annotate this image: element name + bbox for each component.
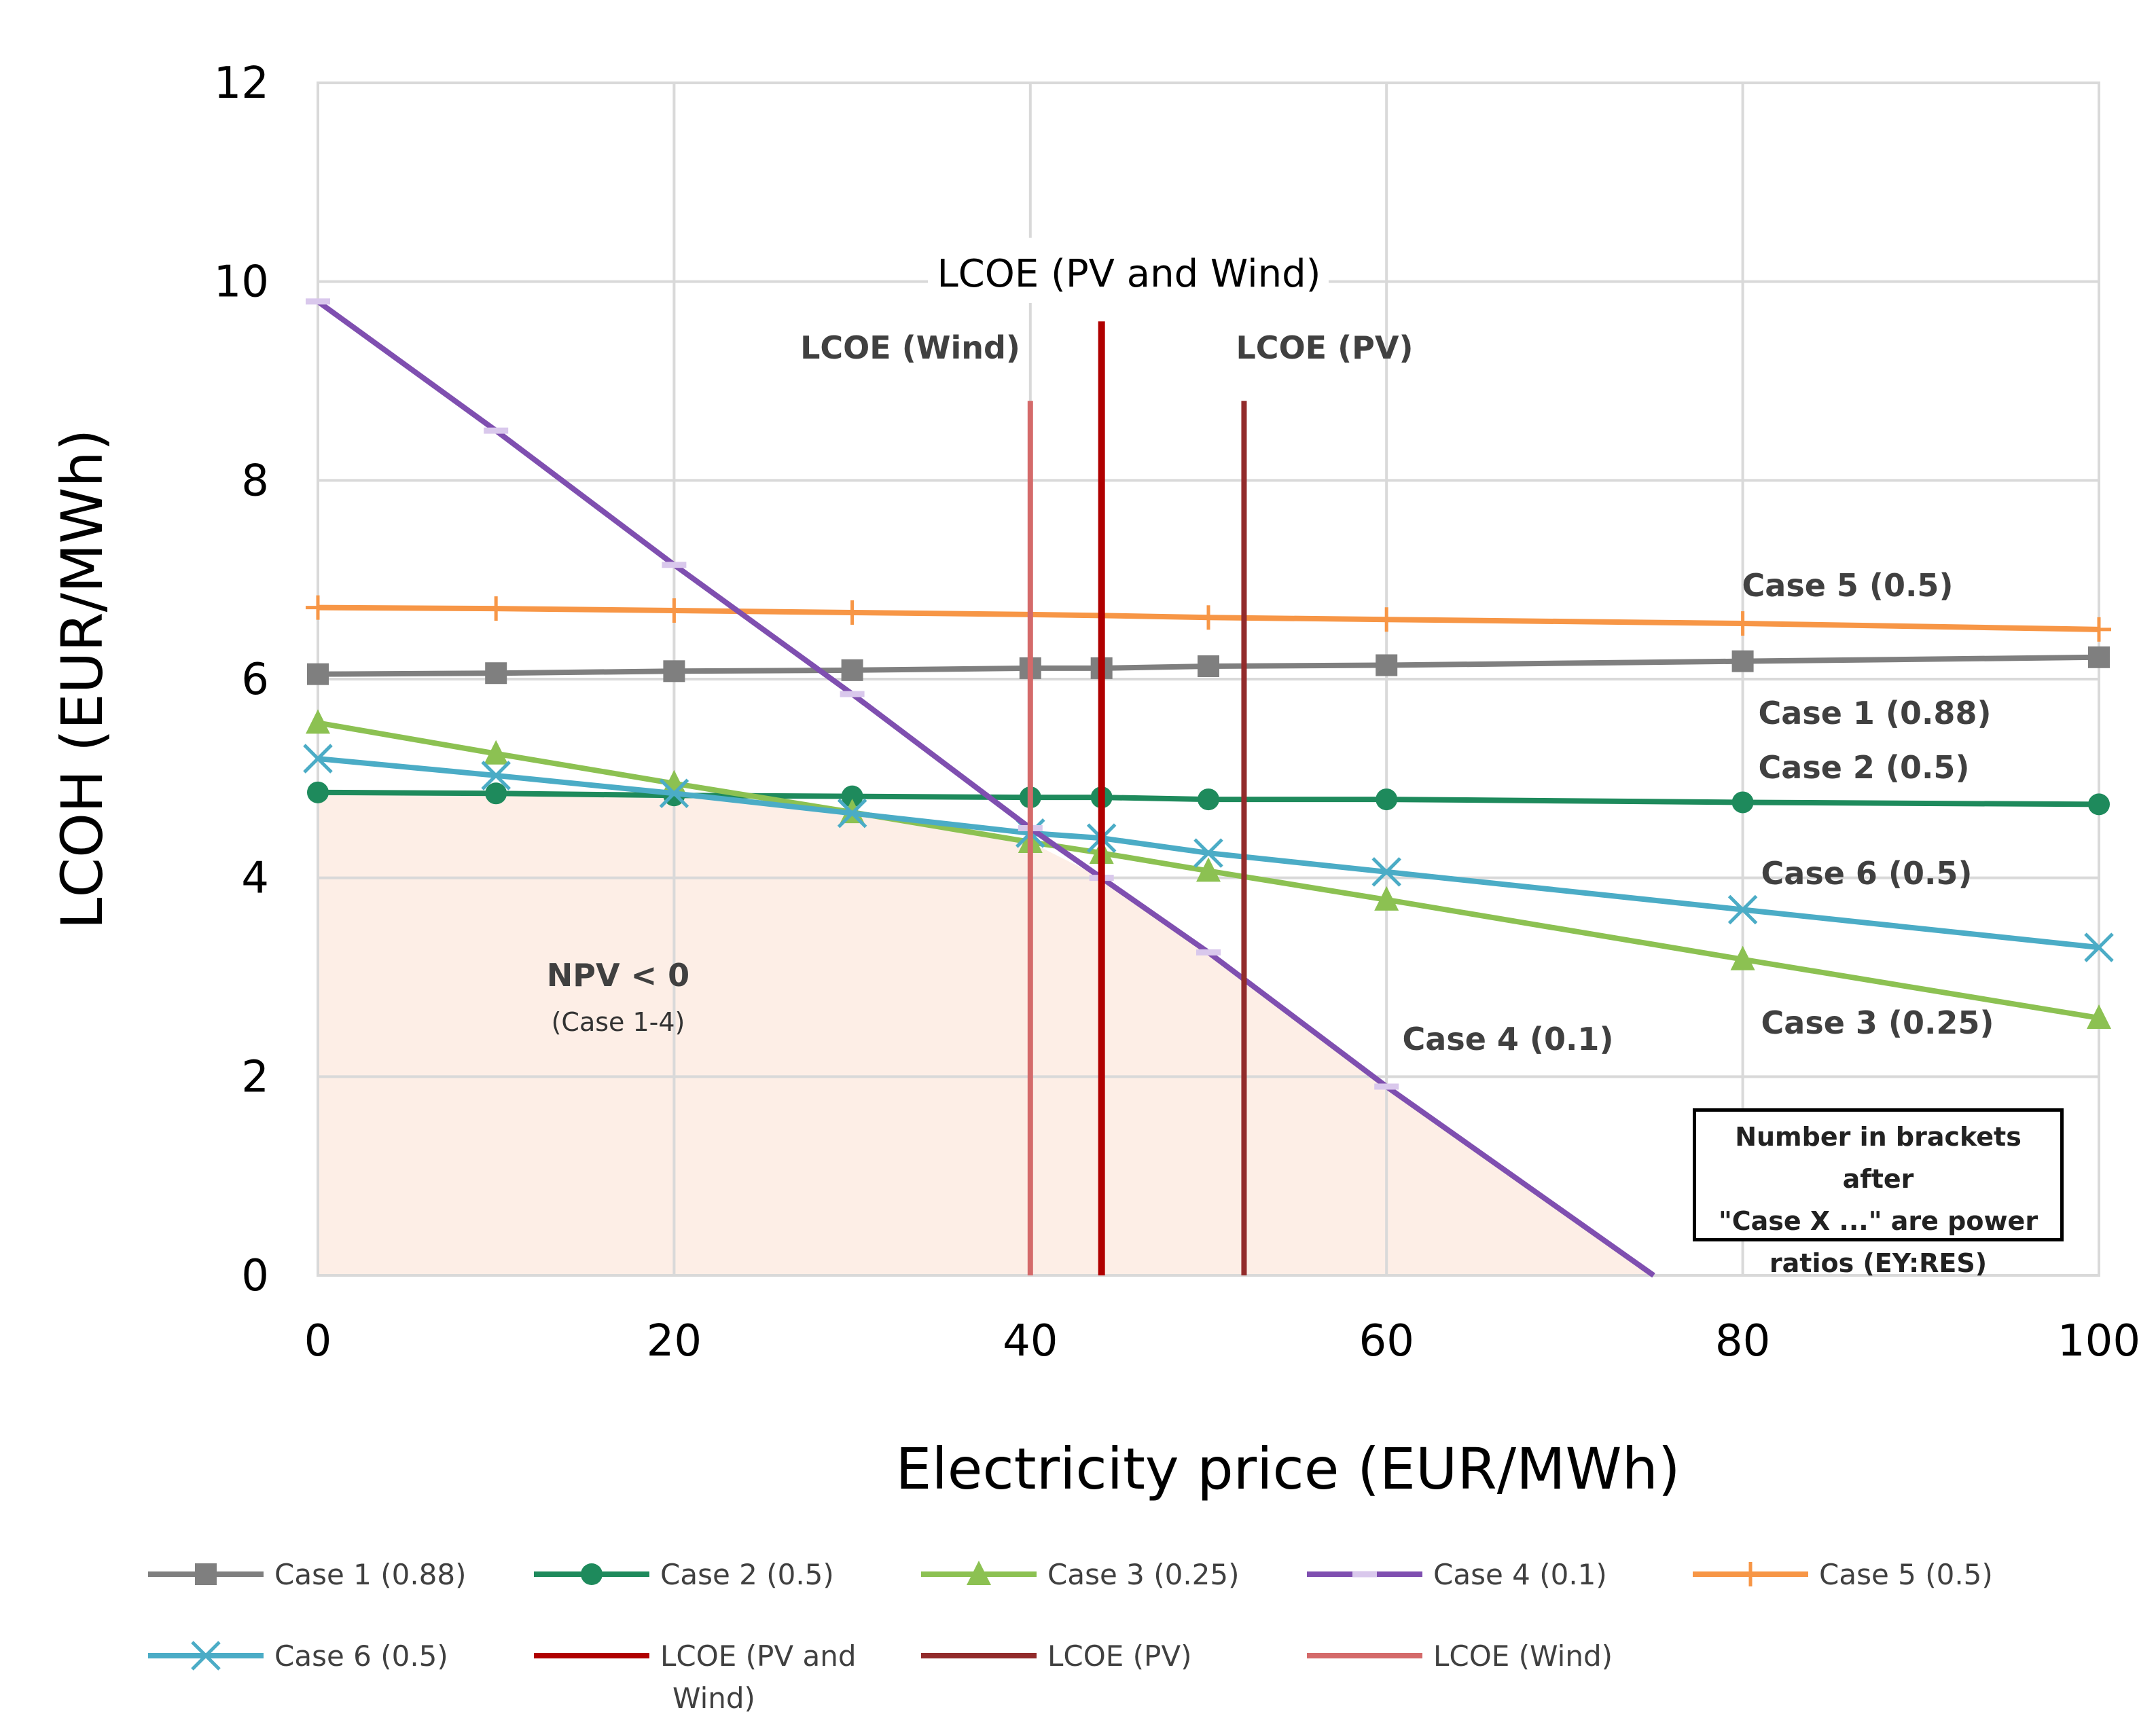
y-tick-label: 0 [241,1251,269,1301]
marker [484,740,509,765]
series-annotation: Case 3 (0.25) [1761,1004,1994,1041]
legend-item: Case 5 (0.5) [1693,1558,1993,1591]
marker [1371,857,1401,887]
series-annotation: Case 6 (0.5) [1761,855,1973,892]
marker [1193,838,1223,868]
legend-label-line: Wind) [672,1681,755,1715]
legend-label-line: LCOE (PV and [660,1639,856,1673]
legend-label: LCOE (Wind) [1433,1639,1613,1673]
marker [1376,788,1398,811]
marker [1731,650,1754,672]
annotation-lcoe-pv: LCOE (PV) [1236,329,1414,366]
series-annotation: Case 1 (0.88) [1759,695,1992,731]
legend-label: LCOE (PV and Wind) [660,1639,856,1715]
legend-label: Case 2 (0.5) [660,1558,834,1591]
annotation-bg [928,238,1329,303]
y-tick-label: 4 [241,854,269,904]
marker [1374,886,1399,911]
x-tick-label: 0 [304,1316,332,1366]
note-line-3: ratios (EY:RES) [1769,1248,1988,1278]
marker [1376,654,1398,676]
npv-negative-region [318,792,1654,1275]
npv-sublabel: (Case 1-4) [552,1007,685,1037]
marker [581,1563,603,1585]
marker [1198,788,1219,811]
x-axis-title: Electricity price (EUR/MWh) [895,1436,1680,1502]
x-tick-label: 80 [1715,1316,1770,1366]
marker [659,778,689,809]
marker [485,782,507,805]
series-annotation: Case 4 (0.1) [1403,1021,1614,1057]
legend-item: LCOE (PV and Wind) [534,1639,856,1715]
series-line [317,789,2100,807]
marker [307,663,329,685]
y-tick-label: 10 [214,257,269,308]
note-line-1: Number in brackets after [1735,1122,2022,1194]
x-tick-label: 100 [2058,1316,2140,1366]
marker [841,785,863,807]
marker [303,744,333,774]
series-annotation: Case 5 (0.5) [1742,567,1954,604]
legend-label: Case 5 (0.5) [1819,1558,1993,1591]
legend-item: LCOE (Wind) [1307,1639,1613,1673]
legend: Case 1 (0.88) Case 2 (0.5) Case 3 (0.25) Ca… [148,1558,1993,1715]
marker [2088,793,2110,816]
x-tick-label: 40 [1003,1316,1058,1366]
marker [2084,932,2114,962]
series-line [317,654,2100,677]
marker [1730,945,1755,970]
series-line [317,604,2100,632]
marker [967,1561,991,1585]
power-ratio-note: Number in brackets after "Case X ..." ar… [1693,1108,2064,1278]
x-tick-label: 20 [647,1316,702,1366]
series-line [317,756,2100,951]
annotation-lcoe-pv-wind: LCOE (PV and Wind) [937,252,1320,296]
series-case-1-0-88- [307,646,2110,685]
marker [1731,791,1754,814]
marker [306,709,330,734]
legend-item: Case 6 (0.5) [148,1639,448,1673]
marker [837,798,867,829]
marker [663,660,685,683]
y-axis-title: LCOH (EUR/MWh) [49,429,115,930]
legend-label: Case 3 (0.25) [1047,1558,1240,1591]
series-annotation: Case 2 (0.5) [1759,749,1970,786]
marker [2087,1004,2111,1029]
y-tick-label: 6 [241,655,269,705]
marker [485,662,507,685]
legend-item: Case 4 (0.1) [1307,1558,1607,1591]
note-line-2: "Case X ..." are power [1718,1206,2038,1236]
marker [307,781,329,803]
y-tick-label: 12 [214,58,269,109]
legend-item: Case 3 (0.25) [921,1558,1240,1591]
x-tick-label: 60 [1359,1316,1414,1366]
marker [1727,894,1758,925]
y-tick-label: 8 [241,456,269,506]
marker [195,1563,217,1585]
legend-label: Case 6 (0.5) [274,1639,448,1673]
legend-item: Case 1 (0.88) [148,1558,467,1591]
legend-label: LCOE (PV) [1047,1639,1192,1673]
marker [481,761,511,790]
marker [2088,646,2110,668]
marker [191,1641,221,1671]
series-line [317,720,2100,1021]
marker [841,659,863,681]
marker [1198,655,1219,677]
series-case-2-0-5- [307,781,2110,816]
annotation-lcoe-wind: LCOE (Wind) [800,329,1020,366]
legend-item: LCOE (PV) [921,1639,1192,1673]
legend-label: Case 4 (0.1) [1433,1558,1607,1591]
y-tick-label: 2 [241,1052,269,1102]
marker [1196,857,1221,882]
legend-item: Case 2 (0.5) [534,1558,834,1591]
npv-label: NPV < 0 [547,957,689,994]
legend-label: Case 1 (0.88) [274,1558,467,1591]
